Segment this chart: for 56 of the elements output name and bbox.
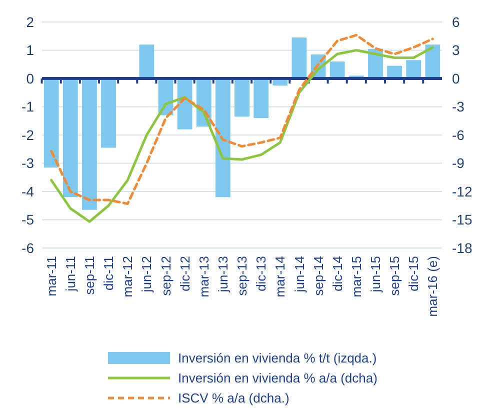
- y-tick-label: 2: [26, 14, 34, 30]
- x-tick-label: jun-15: [368, 256, 384, 294]
- y-tick-label: -5: [22, 212, 34, 228]
- x-tick-label: dic-13: [254, 256, 269, 292]
- bar: [82, 78, 97, 210]
- x-tick-label: mar-15: [348, 256, 364, 298]
- y-tick-label: -6: [22, 240, 34, 256]
- bar: [254, 78, 268, 118]
- y2-tick-label: -9: [452, 155, 465, 172]
- bar: [292, 38, 307, 78]
- x-tick-label: mar-12: [120, 256, 136, 298]
- x-tick-label: jun-14: [292, 256, 307, 294]
- y2-tick-label: -6: [452, 126, 465, 143]
- bar: [406, 60, 422, 78]
- bar: [234, 78, 250, 117]
- y2-tick-label: -12: [452, 183, 472, 200]
- y2-tick-label: -15: [452, 212, 472, 228]
- bar: [139, 44, 154, 78]
- x-tick-label: dic-11: [101, 256, 116, 290]
- x-tick-label: jun-12: [139, 256, 154, 294]
- x-tick-label: dic-14: [330, 256, 345, 292]
- y2-tick-label: -18: [452, 240, 472, 256]
- y2-tick-label: 3: [452, 42, 460, 58]
- x-tick-label: jun-11: [62, 256, 78, 292]
- bar: [425, 44, 440, 78]
- x-tick-label: sep-11: [82, 256, 98, 295]
- bar: [330, 62, 345, 78]
- y-tick-label: -3: [22, 155, 34, 172]
- x-tick-label: dic-12: [177, 256, 192, 292]
- x-tick-label: sep-15: [387, 256, 402, 296]
- line-series: [50, 34, 434, 205]
- bar: [101, 78, 116, 148]
- line-series: [50, 46, 434, 223]
- x-tick-label: jun-13: [215, 256, 230, 294]
- legend-label: Inversión en vivienda % t/t (izqda.): [178, 350, 377, 366]
- y-tick-label: 1: [26, 42, 34, 58]
- x-tick-label: dic-15: [406, 256, 422, 292]
- bar: [216, 78, 230, 198]
- x-tick-label: mar-14: [272, 256, 288, 298]
- bar: [44, 78, 59, 168]
- y-tick-label: -4: [22, 183, 34, 200]
- bar: [62, 78, 78, 198]
- x-tick-label: sep-14: [310, 256, 326, 296]
- x-tick-label: mar-16 (e): [425, 256, 440, 317]
- x-tick-label: sep-13: [234, 256, 250, 296]
- x-tick-label: sep-12: [158, 256, 174, 296]
- legend-label: Inversión en vivienda % a/a (dcha): [178, 370, 378, 386]
- x-tick-label: mar-11: [44, 256, 59, 296]
- y2-tick-label: -3: [452, 98, 465, 115]
- y-tick-label: -2: [22, 126, 34, 143]
- y-tick-label: 0: [26, 70, 34, 86]
- y-tick-label: -1: [22, 98, 34, 115]
- x-tick-label: mar-13: [196, 256, 212, 298]
- legend-label: ISCV % a/a (dcha.): [178, 390, 290, 406]
- y2-tick-label: 0: [452, 70, 460, 86]
- y2-tick-label: 6: [452, 14, 460, 30]
